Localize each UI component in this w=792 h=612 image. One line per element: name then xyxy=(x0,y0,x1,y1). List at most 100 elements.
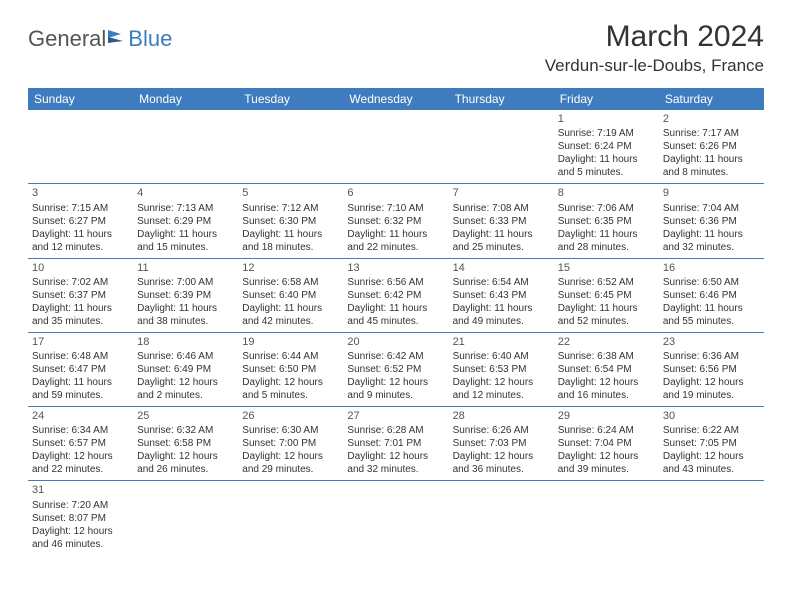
day-sunrise: Sunrise: 6:52 AM xyxy=(558,276,655,289)
day-daylight2: and 8 minutes. xyxy=(663,166,760,179)
day-number: 10 xyxy=(32,261,129,275)
day-daylight2: and 18 minutes. xyxy=(242,241,339,254)
title-block: March 2024 Verdun-sur-le-Doubs, France xyxy=(545,20,764,76)
day-number: 27 xyxy=(347,409,444,423)
day-sunset: Sunset: 7:05 PM xyxy=(663,437,760,450)
day-number: 3 xyxy=(32,186,129,200)
day-daylight2: and 5 minutes. xyxy=(242,389,339,402)
day-cell: 19Sunrise: 6:44 AMSunset: 6:50 PMDayligh… xyxy=(238,333,343,406)
day-daylight2: and 43 minutes. xyxy=(663,463,760,476)
day-cell: 8Sunrise: 7:06 AMSunset: 6:35 PMDaylight… xyxy=(554,184,659,257)
day-daylight2: and 35 minutes. xyxy=(32,315,129,328)
day-sunrise: Sunrise: 7:06 AM xyxy=(558,202,655,215)
day-sunrise: Sunrise: 7:00 AM xyxy=(137,276,234,289)
day-daylight2: and 59 minutes. xyxy=(32,389,129,402)
day-header-tuesday: Tuesday xyxy=(238,88,343,110)
day-daylight2: and 22 minutes. xyxy=(32,463,129,476)
day-sunset: Sunset: 6:45 PM xyxy=(558,289,655,302)
location-text: Verdun-sur-le-Doubs, France xyxy=(545,56,764,76)
day-cell: 20Sunrise: 6:42 AMSunset: 6:52 PMDayligh… xyxy=(343,333,448,406)
day-sunrise: Sunrise: 7:19 AM xyxy=(558,127,655,140)
day-daylight1: Daylight: 11 hours xyxy=(663,302,760,315)
day-daylight1: Daylight: 11 hours xyxy=(242,302,339,315)
day-daylight1: Daylight: 11 hours xyxy=(347,302,444,315)
day-daylight2: and 15 minutes. xyxy=(137,241,234,254)
day-daylight1: Daylight: 12 hours xyxy=(32,525,129,538)
day-sunset: Sunset: 6:24 PM xyxy=(558,140,655,153)
day-cell: 25Sunrise: 6:32 AMSunset: 6:58 PMDayligh… xyxy=(133,407,238,480)
day-cell xyxy=(343,110,448,183)
day-header-wednesday: Wednesday xyxy=(343,88,448,110)
day-cell xyxy=(659,481,764,554)
day-sunrise: Sunrise: 6:30 AM xyxy=(242,424,339,437)
day-cell: 10Sunrise: 7:02 AMSunset: 6:37 PMDayligh… xyxy=(28,259,133,332)
day-daylight1: Daylight: 11 hours xyxy=(663,153,760,166)
day-number: 30 xyxy=(663,409,760,423)
day-cell xyxy=(554,481,659,554)
day-daylight2: and 52 minutes. xyxy=(558,315,655,328)
day-cell: 30Sunrise: 6:22 AMSunset: 7:05 PMDayligh… xyxy=(659,407,764,480)
day-number: 25 xyxy=(137,409,234,423)
day-daylight2: and 5 minutes. xyxy=(558,166,655,179)
day-daylight2: and 29 minutes. xyxy=(242,463,339,476)
day-daylight2: and 22 minutes. xyxy=(347,241,444,254)
day-cell: 16Sunrise: 6:50 AMSunset: 6:46 PMDayligh… xyxy=(659,259,764,332)
day-cell xyxy=(238,481,343,554)
day-cell: 26Sunrise: 6:30 AMSunset: 7:00 PMDayligh… xyxy=(238,407,343,480)
day-sunset: Sunset: 6:26 PM xyxy=(663,140,760,153)
day-daylight1: Daylight: 11 hours xyxy=(558,153,655,166)
day-sunrise: Sunrise: 6:40 AM xyxy=(453,350,550,363)
day-sunset: Sunset: 8:07 PM xyxy=(32,512,129,525)
day-daylight1: Daylight: 11 hours xyxy=(347,228,444,241)
day-sunset: Sunset: 6:47 PM xyxy=(32,363,129,376)
day-sunset: Sunset: 6:40 PM xyxy=(242,289,339,302)
day-cell: 14Sunrise: 6:54 AMSunset: 6:43 PMDayligh… xyxy=(449,259,554,332)
day-daylight2: and 9 minutes. xyxy=(347,389,444,402)
day-sunrise: Sunrise: 7:15 AM xyxy=(32,202,129,215)
day-daylight1: Daylight: 12 hours xyxy=(453,376,550,389)
day-daylight2: and 25 minutes. xyxy=(453,241,550,254)
day-number: 15 xyxy=(558,261,655,275)
week-row: 3Sunrise: 7:15 AMSunset: 6:27 PMDaylight… xyxy=(28,184,764,258)
day-header-friday: Friday xyxy=(554,88,659,110)
day-daylight1: Daylight: 12 hours xyxy=(242,376,339,389)
day-sunset: Sunset: 6:30 PM xyxy=(242,215,339,228)
week-row: 10Sunrise: 7:02 AMSunset: 6:37 PMDayligh… xyxy=(28,259,764,333)
day-sunset: Sunset: 6:49 PM xyxy=(137,363,234,376)
day-number: 7 xyxy=(453,186,550,200)
day-sunrise: Sunrise: 7:12 AM xyxy=(242,202,339,215)
day-sunset: Sunset: 7:03 PM xyxy=(453,437,550,450)
day-sunset: Sunset: 7:04 PM xyxy=(558,437,655,450)
day-number: 17 xyxy=(32,335,129,349)
day-number: 9 xyxy=(663,186,760,200)
day-sunset: Sunset: 6:52 PM xyxy=(347,363,444,376)
day-daylight1: Daylight: 11 hours xyxy=(242,228,339,241)
day-number: 19 xyxy=(242,335,339,349)
day-number: 24 xyxy=(32,409,129,423)
calendar: Sunday Monday Tuesday Wednesday Thursday… xyxy=(28,88,764,555)
day-daylight1: Daylight: 12 hours xyxy=(663,450,760,463)
day-number: 26 xyxy=(242,409,339,423)
day-number: 28 xyxy=(453,409,550,423)
day-cell xyxy=(28,110,133,183)
day-daylight1: Daylight: 11 hours xyxy=(32,376,129,389)
day-sunset: Sunset: 6:37 PM xyxy=(32,289,129,302)
day-cell: 28Sunrise: 6:26 AMSunset: 7:03 PMDayligh… xyxy=(449,407,554,480)
day-sunrise: Sunrise: 6:28 AM xyxy=(347,424,444,437)
day-sunset: Sunset: 6:53 PM xyxy=(453,363,550,376)
day-header-saturday: Saturday xyxy=(659,88,764,110)
day-sunset: Sunset: 6:54 PM xyxy=(558,363,655,376)
day-sunset: Sunset: 6:33 PM xyxy=(453,215,550,228)
day-daylight1: Daylight: 12 hours xyxy=(137,450,234,463)
week-row: 17Sunrise: 6:48 AMSunset: 6:47 PMDayligh… xyxy=(28,333,764,407)
day-sunrise: Sunrise: 6:38 AM xyxy=(558,350,655,363)
day-cell xyxy=(238,110,343,183)
day-daylight2: and 32 minutes. xyxy=(347,463,444,476)
week-row: 24Sunrise: 6:34 AMSunset: 6:57 PMDayligh… xyxy=(28,407,764,481)
day-daylight2: and 49 minutes. xyxy=(453,315,550,328)
day-daylight1: Daylight: 12 hours xyxy=(137,376,234,389)
day-daylight1: Daylight: 12 hours xyxy=(558,450,655,463)
day-number: 12 xyxy=(242,261,339,275)
day-headers-row: Sunday Monday Tuesday Wednesday Thursday… xyxy=(28,88,764,110)
day-sunrise: Sunrise: 6:48 AM xyxy=(32,350,129,363)
